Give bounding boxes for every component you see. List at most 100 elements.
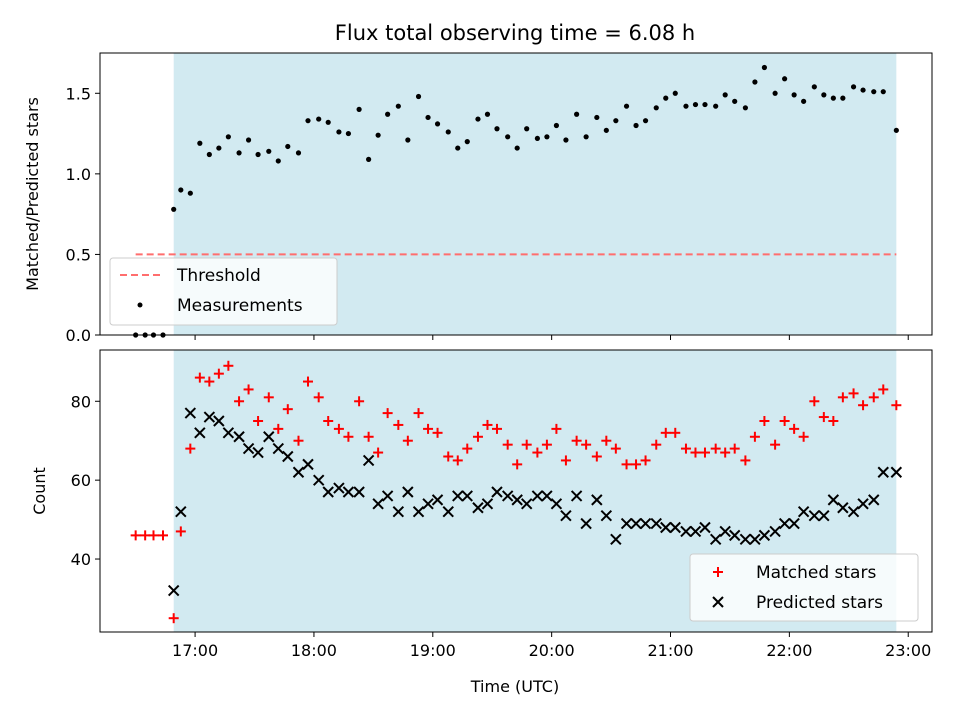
predicted-point bbox=[580, 517, 592, 530]
predicted-point bbox=[541, 490, 553, 502]
matched-point bbox=[581, 439, 592, 450]
ratio-panel: 0.0 0.5 1.0 1.5 Matched/Predicted stars Thr… bbox=[23, 52, 933, 345]
matched-point bbox=[168, 613, 179, 624]
matched-point bbox=[740, 455, 751, 466]
matched-point bbox=[393, 419, 404, 430]
measurement-point bbox=[574, 111, 580, 117]
measurement-point bbox=[445, 129, 451, 135]
matched-point bbox=[273, 423, 284, 434]
matched-point bbox=[610, 443, 621, 454]
predicted-point bbox=[877, 466, 889, 478]
predicted-point bbox=[342, 486, 355, 498]
measurement-point bbox=[850, 84, 857, 90]
measurement-point bbox=[225, 134, 231, 140]
matched-point bbox=[423, 423, 434, 434]
measurement-point bbox=[385, 111, 391, 117]
measurement-point bbox=[275, 158, 281, 164]
measurement-point bbox=[356, 106, 362, 112]
matched-point bbox=[858, 400, 869, 411]
matched-point bbox=[502, 439, 513, 450]
measurement-point bbox=[752, 79, 758, 85]
matched-point bbox=[690, 447, 701, 458]
matched-point bbox=[213, 368, 224, 379]
matched-point bbox=[354, 396, 365, 407]
matched-point bbox=[809, 396, 820, 407]
predicted-point bbox=[194, 427, 206, 439]
predicted-point bbox=[312, 474, 325, 486]
matched-point bbox=[512, 459, 523, 470]
predicted-point bbox=[481, 498, 494, 510]
predicted-point bbox=[778, 517, 791, 530]
predicted-point bbox=[272, 442, 284, 455]
matched-point bbox=[759, 415, 770, 426]
measurement-point bbox=[395, 103, 401, 109]
measurement-point bbox=[613, 118, 619, 124]
ratio-y-axis-label: Matched/Predicted stars bbox=[23, 97, 42, 291]
matched-point bbox=[891, 400, 902, 411]
x-tick-label: 20:00 bbox=[529, 641, 575, 660]
measurement-point bbox=[255, 151, 261, 158]
measurement-point bbox=[761, 64, 768, 71]
measurement-point bbox=[285, 143, 291, 150]
predicted-point bbox=[442, 505, 454, 518]
measurement-point bbox=[366, 156, 372, 162]
predicted-point bbox=[639, 517, 652, 530]
measurement-point bbox=[830, 95, 836, 101]
measurement-point bbox=[375, 132, 381, 138]
measurement-point bbox=[434, 121, 441, 127]
matched-point bbox=[591, 451, 602, 462]
matched-point bbox=[818, 412, 829, 423]
measurement-point bbox=[325, 119, 331, 125]
measurement-point bbox=[475, 116, 481, 122]
matched-point bbox=[491, 423, 502, 434]
matched-point bbox=[194, 372, 205, 383]
predicted-point bbox=[282, 450, 294, 463]
count-x-axis: 17:00 18:00 19:00 20:00 21:00 22:00 23:00 bbox=[172, 632, 931, 660]
predicted-point bbox=[728, 529, 741, 542]
matched-point bbox=[432, 427, 443, 438]
measurement-point bbox=[880, 89, 886, 95]
predicted-point bbox=[452, 490, 464, 502]
measurement-point bbox=[732, 98, 738, 104]
predicted-point bbox=[769, 525, 781, 538]
measurement-point bbox=[197, 140, 203, 146]
predicted-point bbox=[167, 584, 180, 597]
measurement-point bbox=[563, 137, 569, 143]
predicted-point bbox=[422, 498, 434, 510]
matched-point bbox=[343, 431, 354, 442]
measurement-point bbox=[216, 145, 222, 151]
measurement-point bbox=[871, 89, 877, 95]
matched-point bbox=[680, 443, 691, 454]
predicted-point bbox=[184, 407, 197, 419]
measurement-point bbox=[455, 145, 461, 151]
predicted-point bbox=[472, 502, 484, 514]
predicted-point bbox=[699, 521, 711, 534]
measurement-point bbox=[245, 137, 252, 143]
count-y-axis: 40 60 80 bbox=[71, 392, 100, 569]
predicted-point bbox=[797, 505, 810, 518]
measurement-point bbox=[633, 122, 639, 129]
matched-point bbox=[631, 459, 642, 470]
measurement-point bbox=[594, 114, 600, 121]
y-tick-label: 0.0 bbox=[66, 326, 91, 345]
predicted-point bbox=[531, 490, 544, 502]
measurement-point bbox=[801, 98, 807, 104]
predicted-point bbox=[402, 486, 414, 498]
matched-point bbox=[868, 392, 879, 403]
x-tick-label: 17:00 bbox=[172, 641, 218, 660]
legend-predicted-marker bbox=[712, 596, 724, 608]
predicted-point bbox=[709, 533, 722, 546]
ratio-x-ticks bbox=[194, 335, 909, 340]
measurement-point bbox=[336, 129, 342, 135]
legend-measurements-marker bbox=[137, 302, 143, 308]
matched-point bbox=[532, 447, 543, 458]
measurement-point bbox=[553, 122, 560, 129]
count-legend: Matched stars Predicted stars bbox=[689, 553, 919, 622]
matched-point bbox=[175, 526, 186, 537]
matched-point bbox=[293, 435, 304, 446]
measurement-point bbox=[583, 134, 589, 140]
predicted-point bbox=[868, 494, 880, 506]
y-tick-label: 60 bbox=[71, 471, 91, 490]
predicted-point bbox=[501, 490, 514, 502]
matched-point bbox=[148, 530, 159, 541]
